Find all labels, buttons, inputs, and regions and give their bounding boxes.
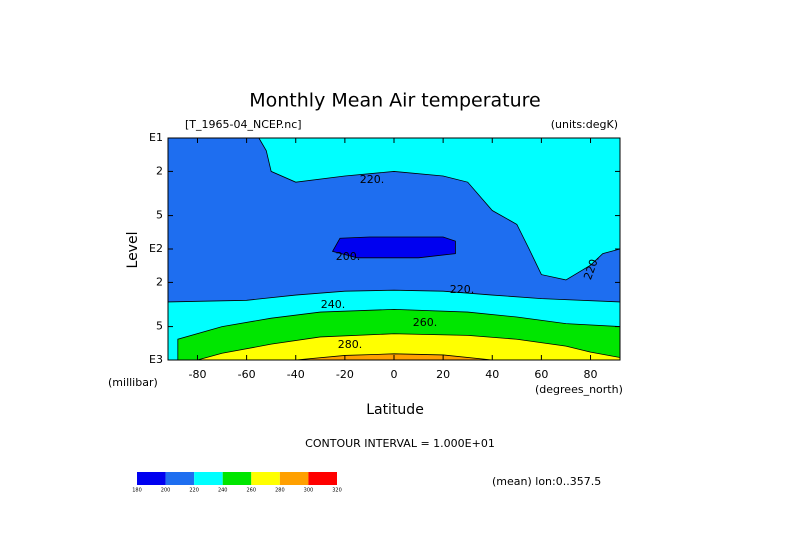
contour-region <box>197 333 620 360</box>
contour-region <box>331 236 456 259</box>
y-axis-label: Level <box>125 232 141 269</box>
x-tick-label: -80 <box>188 368 206 381</box>
x-tick-label: 80 <box>584 368 598 381</box>
y-tick-label: 2 <box>156 275 163 288</box>
units-label: (units:degK) <box>551 118 618 131</box>
colorbar-label: 320 <box>332 488 342 494</box>
colorbar-label: 200 <box>161 488 171 494</box>
contour-label: 220. <box>360 173 385 186</box>
x-tick-label: 20 <box>436 368 450 381</box>
colorbar-swatch <box>222 472 252 485</box>
colorbar-swatch <box>251 472 280 485</box>
contour-region <box>258 138 620 281</box>
x-tick-label: 40 <box>485 368 499 381</box>
contour-interval: CONTOUR INTERVAL = 1.000E+01 <box>305 437 495 450</box>
colorbar-label: 260 <box>247 488 257 494</box>
colorbar-label: 220 <box>189 488 199 494</box>
x-tick-label: -60 <box>238 368 256 381</box>
contour-label: 200. <box>336 250 361 263</box>
colorbar-swatch <box>137 472 166 485</box>
contour-label: 220. <box>450 283 475 296</box>
average-note: (mean) lon:0..357.5 <box>492 475 601 488</box>
colorbar-label: 300 <box>304 488 314 494</box>
colorbar-swatch <box>279 472 309 485</box>
x-unit-label: (degrees_north) <box>535 383 623 396</box>
contour-label: 260. <box>413 316 438 329</box>
colorbar-swatch <box>194 472 223 485</box>
y-tick-label: 2 <box>156 164 163 177</box>
y-tick-label: 5 <box>156 209 163 222</box>
y-tick-label: E2 <box>149 242 163 255</box>
colorbar-swatch <box>308 472 337 485</box>
colorbar-label: 180 <box>132 488 142 494</box>
y-tick-label: 5 <box>156 320 163 333</box>
y-unit-label: (millibar) <box>108 376 158 389</box>
y-tick-label: E1 <box>149 131 163 144</box>
y-tick-label: E3 <box>149 353 163 366</box>
x-tick-label: 60 <box>534 368 548 381</box>
x-tick-label: -20 <box>336 368 354 381</box>
file-label: [T_1965-04_NCEP.nc] <box>185 118 302 131</box>
x-axis-label: Latitude <box>366 402 424 418</box>
colorbar-swatch <box>165 472 195 485</box>
contour-label: 280. <box>338 338 363 351</box>
x-tick-label: -40 <box>287 368 305 381</box>
x-tick-label: 0 <box>391 368 398 381</box>
chart-title: Monthly Mean Air temperature <box>249 90 540 112</box>
colorbar-label: 240 <box>218 488 228 494</box>
contour-label: 240. <box>321 298 346 311</box>
colorbar-label: 280 <box>275 488 285 494</box>
